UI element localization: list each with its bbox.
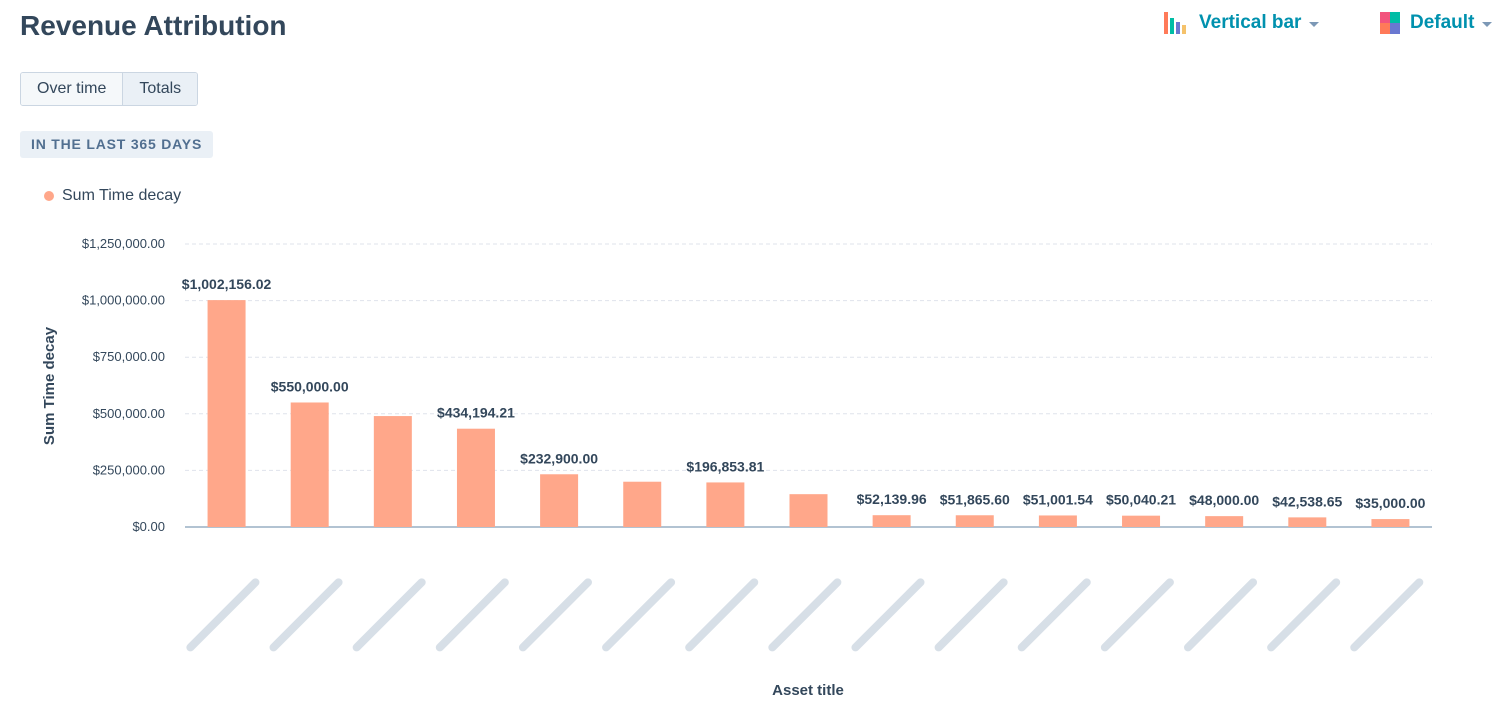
y-tick-label: $750,000.00 [93,349,165,364]
over-time-button[interactable]: Over time [21,73,123,105]
theme-picker[interactable]: Default [1380,12,1493,34]
page-title: Revenue Attribution [20,10,287,41]
bar [955,515,994,527]
palette-icon [1380,12,1400,34]
y-tick-label: $1,250,000.00 [82,236,165,251]
data-label: $35,000.00 [1355,495,1425,511]
chevron-down-icon [1482,21,1493,27]
category-label-blurred [1100,578,1174,652]
totals-button[interactable]: Totals [122,73,198,105]
category-label-blurred [1183,578,1258,652]
category-label-blurred [518,578,592,652]
data-label: $51,865.60 [940,491,1010,507]
bar [1288,517,1327,527]
bar [789,494,828,527]
bar [1205,516,1244,527]
bar [207,300,246,527]
data-label: $196,853.81 [686,458,764,474]
chevron-down-icon [1309,21,1320,27]
category-label-blurred [186,578,260,652]
legend-swatch [44,191,54,201]
data-label: $232,900.00 [520,450,598,466]
data-label: $550,000.00 [271,378,349,394]
data-label: $51,001.54 [1023,491,1093,507]
category-label-blurred [768,578,842,652]
y-tick-label: $0.00 [132,519,165,534]
bar [1038,515,1077,527]
data-label: $42,538.65 [1272,493,1342,509]
theme-label: Default [1410,12,1475,33]
category-label-blurred [269,578,343,652]
category-label-blurred [352,578,426,652]
chart-type-label: Vertical bar [1199,12,1302,33]
data-label: $434,194.21 [437,405,515,421]
category-label-blurred [602,578,676,652]
category-label-blurred [435,578,509,652]
y-tick-label: $500,000.00 [93,406,165,421]
bar [872,515,911,527]
bar [1122,515,1161,527]
data-label: $1,002,156.02 [182,276,272,292]
y-tick-label: $250,000.00 [93,462,165,477]
bar [1371,519,1410,527]
category-label-blurred [851,578,925,652]
category-label-blurred [934,578,1008,652]
category-label-blurred [685,578,759,652]
category-label-blurred [1017,578,1091,652]
bar [456,428,495,527]
data-label: $52,139.96 [857,491,927,507]
date-range-badge: IN THE LAST 365 DAYS [20,131,214,158]
bar-chart-icon [1164,12,1186,34]
legend-label: Sum Time decay [62,187,182,204]
x-axis-title: Asset title [772,682,844,699]
chart-legend: Sum Time decay [44,187,181,205]
category-label-blurred [1350,578,1424,652]
bar [623,481,662,527]
bar [373,416,412,527]
data-label: $48,000.00 [1189,492,1259,508]
data-label: $50,040.21 [1106,492,1176,508]
bar [540,474,579,527]
category-label-blurred [1267,578,1341,652]
bar [290,402,329,527]
view-toggle: Over time Totals [20,72,199,106]
y-axis-title: Sum Time decay [41,326,58,445]
bar [706,482,745,527]
chart-type-picker[interactable]: Vertical bar [1163,10,1320,36]
y-tick-label: $1,000,000.00 [82,293,165,308]
